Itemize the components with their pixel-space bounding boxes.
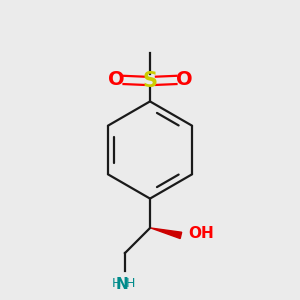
Polygon shape <box>151 228 182 238</box>
Text: O: O <box>108 70 124 89</box>
Text: H: H <box>126 277 136 290</box>
Text: H: H <box>112 277 121 290</box>
Text: S: S <box>142 71 158 91</box>
Text: OH: OH <box>188 226 214 242</box>
Text: O: O <box>176 70 192 89</box>
Text: N: N <box>116 277 128 292</box>
